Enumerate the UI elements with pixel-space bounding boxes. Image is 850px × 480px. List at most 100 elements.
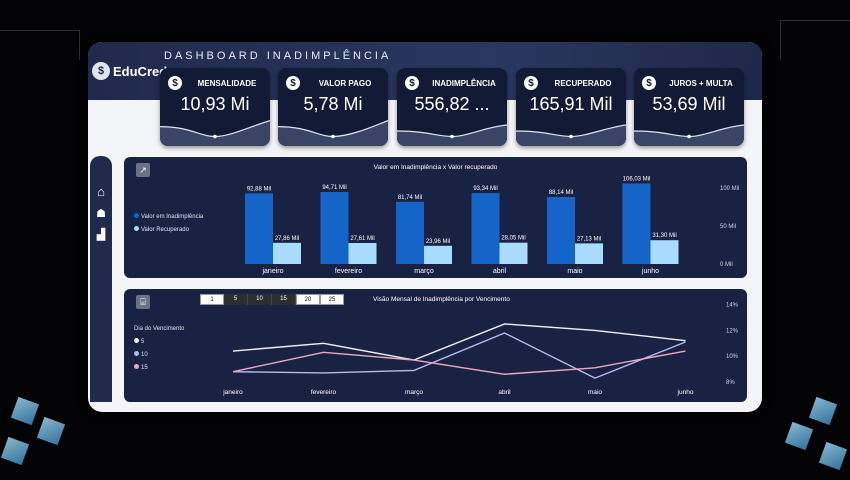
sparkline-point (569, 134, 573, 139)
wallet-icon: $ (524, 76, 538, 90)
sparkline-point (213, 134, 217, 139)
legend-item[interactable]: 10 (134, 351, 184, 358)
data-label: 81,74 Mil (398, 195, 422, 201)
legend: Valor em Inadimplência Valor Recuperado (134, 213, 203, 239)
sparkline-point (331, 134, 335, 139)
kpi-card-inadimpl-ncia[interactable]: $ INADIMPLÊNCIA 556,82 ... (397, 68, 507, 146)
kpi-value: 165,91 Mil (529, 94, 613, 114)
graduation-cap-icon: $ (92, 62, 110, 80)
legend-item[interactable]: 15 (134, 364, 184, 371)
legend: Dia do Vencimento 5 10 15 (134, 326, 184, 377)
y-tick-label: 50 Mil (720, 224, 736, 230)
y-tick-label: 8% (726, 380, 735, 386)
x-tick-label: junho (641, 268, 659, 275)
chart-up-icon: ↗ (136, 163, 150, 177)
y-tick-label: 12% (726, 328, 739, 334)
bar-inadimplencia (622, 183, 651, 264)
x-tick-label: janeiro (222, 389, 243, 396)
cube-decoration (36, 416, 66, 446)
bar-chart: 0 Mil 50 Mil 100 Mil 92,88 Mil 27,86 Mil jane… (245, 176, 739, 275)
kpi-label: VALOR PAGO (318, 79, 372, 88)
kpi-label: RECUPERADO (554, 79, 612, 88)
cube-decoration (784, 421, 814, 451)
due-day-slicer: 1 5 10 15 20 25 (200, 294, 344, 305)
data-label: 106,03 Mil (623, 176, 651, 182)
dollar-icon: $ (168, 76, 182, 90)
data-label: 88,14 Mil (549, 190, 573, 196)
bar-recuperado (273, 242, 301, 264)
data-label: 23,96 Mil (426, 239, 450, 245)
y-tick-label: 14% (726, 303, 739, 309)
sparkline-area (397, 125, 507, 146)
x-tick-label: janeiro (261, 268, 283, 275)
slicer-option-1[interactable]: 1 (200, 294, 224, 305)
slicer-option-5[interactable]: 5 (224, 294, 248, 305)
x-tick-label: junho (677, 389, 694, 396)
kpi-card-recuperado[interactable]: $ RECUPERADO 165,91 Mil (516, 68, 626, 146)
slicer-option-10[interactable]: 10 (248, 294, 272, 305)
logo-text: EduCred (113, 63, 168, 79)
bar-inadimplencia (320, 192, 349, 264)
kpi-label: JUROS + MULTA (669, 79, 733, 88)
kpi-value: 556,82 ... (414, 94, 490, 114)
home-icon[interactable]: ⌂ (97, 184, 105, 199)
x-tick-label: maio (588, 389, 602, 396)
slicer-option-25[interactable]: 25 (320, 294, 344, 305)
bar-recuperado (424, 245, 452, 264)
chart-title: Visão Mensal de Inadimplência por Vencim… (373, 296, 510, 303)
data-label: 27,13 Mil (577, 236, 601, 242)
line-chart: 8% 10% 12% 14% janeiro fevereiro março abril mai… (222, 303, 739, 396)
cube-decoration (818, 441, 848, 471)
line-chart-panel: ⌸ 1 5 10 15 20 25 Visão Mensal de Inadimplênc… (124, 289, 747, 402)
series-line-10 (232, 332, 686, 379)
kpi-card-valor-pago[interactable]: $ VALOR PAGO 5,78 Mi (278, 68, 388, 146)
chart-icon[interactable]: ▟ (96, 229, 106, 241)
data-label: 27,86 Mil (275, 236, 299, 242)
slicer-option-15[interactable]: 15 (272, 294, 296, 305)
legend-item[interactable]: Valor em Inadimplência (134, 213, 203, 220)
series-line-5 (232, 323, 686, 361)
circuit-decoration (0, 30, 80, 60)
y-tick-label: 100 Mil (720, 186, 739, 192)
presentation-icon: ⌸ (136, 295, 150, 309)
kpi-card-mensalidade[interactable]: $ MENSALIDADE 10,93 Mi (160, 68, 270, 146)
sparkline-area (160, 120, 270, 146)
data-label: 94,71 Mil (322, 185, 346, 191)
kpi-card-juros-multa[interactable]: $ JUROS + MULTA 53,69 Mil (634, 68, 744, 146)
data-label: 27,61 Mil (350, 236, 374, 242)
x-tick-label: março (405, 389, 423, 396)
sparkline-point (450, 134, 454, 139)
sparkline-point (687, 134, 691, 139)
bar-chart-panel: ↗ Valor em Inadimplência x Valor recuper… (124, 157, 747, 278)
slicer-option-20[interactable]: 20 (296, 294, 320, 305)
kpi-value: 53,69 Mil (652, 94, 726, 114)
data-label: 93,34 Mil (473, 186, 497, 192)
chart-title: Valor em Inadimplência x Valor recuperad… (373, 164, 498, 171)
kpi-value: 5,78 Mi (303, 94, 363, 114)
sparkline-area (516, 125, 626, 146)
bar-inadimplencia (547, 197, 575, 264)
kpi-value: 10,93 Mi (180, 94, 250, 114)
circuit-decoration (780, 20, 850, 60)
y-tick-label: 10% (726, 354, 739, 360)
bar-recuperado (650, 240, 679, 264)
sparkline-area (278, 120, 388, 146)
legend-item[interactable]: 5 (134, 338, 184, 345)
legend-title: Dia do Vencimento (134, 326, 185, 332)
x-tick-label: fevereiro (335, 268, 362, 275)
kpi-label: INADIMPLÊNCIA (432, 79, 496, 88)
legend-item[interactable]: Valor Recuperado (134, 226, 203, 233)
x-tick-label: abril (493, 268, 507, 275)
money-bag-icon: $ (286, 76, 300, 90)
cube-decoration (0, 436, 30, 466)
users-icon[interactable]: ☗ (96, 208, 106, 220)
kpi-label: MENSALIDADE (197, 79, 257, 88)
data-label: 92,88 Mil (247, 186, 271, 192)
x-tick-label: fevereiro (311, 389, 337, 396)
cube-decoration (808, 396, 838, 426)
sparkline-area (634, 125, 744, 146)
bar-recuperado (575, 243, 603, 264)
page-title: DASHBOARD INADIMPLÊNCIA (164, 50, 392, 62)
debt-icon: $ (405, 76, 419, 90)
y-tick-label: 0 Mil (720, 262, 733, 268)
